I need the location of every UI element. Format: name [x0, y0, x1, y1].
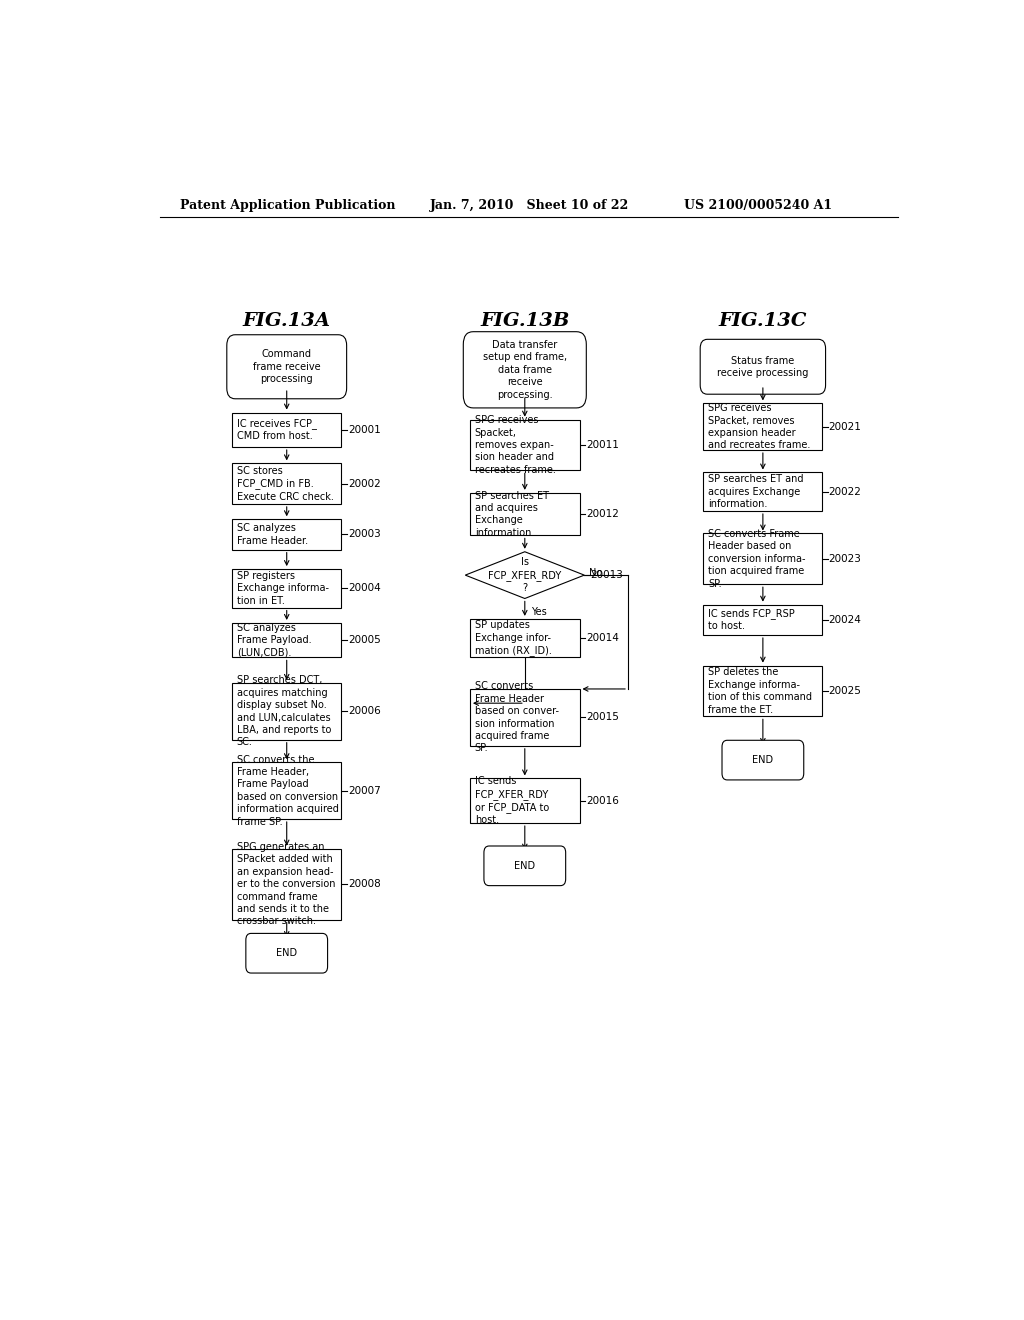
Text: 20016: 20016	[586, 796, 618, 805]
Text: 20011: 20011	[586, 440, 618, 450]
Text: SC converts Frame
Header based on
conversion informa-
tion acquired frame
SP.: SC converts Frame Header based on conver…	[709, 529, 806, 589]
Text: No: No	[589, 568, 602, 578]
Bar	[470, 619, 580, 657]
Text: FIG.13A: FIG.13A	[243, 312, 331, 330]
Text: IC sends FCP_RSP
to host.: IC sends FCP_RSP to host.	[709, 609, 795, 631]
Text: SPG receives
Spacket,
removes expan-
sion header and
recreates frame.: SPG receives Spacket, removes expan- sio…	[475, 416, 556, 475]
Text: 20013: 20013	[591, 570, 624, 579]
FancyBboxPatch shape	[484, 846, 565, 886]
Text: FIG.13B: FIG.13B	[480, 312, 569, 330]
Bar	[703, 473, 822, 511]
Text: 20023: 20023	[828, 554, 861, 564]
Text: SP searches ET
and acquires
Exchange
information.: SP searches ET and acquires Exchange inf…	[475, 491, 549, 537]
Bar	[232, 569, 341, 607]
Text: END: END	[514, 861, 536, 871]
Text: 20001: 20001	[348, 425, 381, 434]
Text: END: END	[276, 948, 297, 958]
Text: Yes: Yes	[531, 607, 547, 616]
Bar	[232, 519, 341, 549]
FancyBboxPatch shape	[722, 741, 804, 780]
Bar	[232, 682, 341, 739]
Text: SC analyzes
Frame Header.: SC analyzes Frame Header.	[237, 523, 308, 545]
Polygon shape	[465, 552, 585, 598]
Text: 20025: 20025	[828, 686, 861, 696]
Text: 20004: 20004	[348, 583, 381, 593]
Text: 20007: 20007	[348, 785, 381, 796]
Bar	[232, 849, 341, 920]
Text: 20003: 20003	[348, 529, 381, 540]
Text: SP deletes the
Exchange informa-
tion of this command
frame the ET.: SP deletes the Exchange informa- tion of…	[709, 668, 812, 714]
Bar	[703, 605, 822, 635]
Text: Jan. 7, 2010   Sheet 10 of 22: Jan. 7, 2010 Sheet 10 of 22	[430, 198, 629, 211]
Text: Data transfer
setup end frame,
data frame
receive
processing.: Data transfer setup end frame, data fram…	[482, 341, 567, 400]
Text: 20024: 20024	[828, 615, 861, 624]
Bar	[232, 463, 341, 504]
Text: 20012: 20012	[586, 510, 618, 519]
Text: SP registers
Exchange informa-
tion in ET.: SP registers Exchange informa- tion in E…	[237, 572, 329, 606]
Text: SPG receives
SPacket, removes
expansion header
and recreates frame.: SPG receives SPacket, removes expansion …	[709, 403, 811, 450]
Bar	[703, 533, 822, 585]
Text: Patent Application Publication: Patent Application Publication	[179, 198, 395, 211]
Text: SP searches ET and
acquires Exchange
information.: SP searches ET and acquires Exchange inf…	[709, 474, 804, 510]
Text: END: END	[753, 755, 773, 766]
Bar	[470, 689, 580, 746]
FancyBboxPatch shape	[700, 339, 825, 395]
Text: SP searches DCT,
acquires matching
display subset No.
and LUN,calculates
LBA, an: SP searches DCT, acquires matching displ…	[237, 676, 331, 747]
Text: Is
FCP_XFER_RDY
?: Is FCP_XFER_RDY ?	[488, 557, 561, 593]
Text: 20006: 20006	[348, 706, 381, 717]
Text: 20015: 20015	[586, 713, 618, 722]
Text: Command
frame receive
processing: Command frame receive processing	[253, 350, 321, 384]
Text: 20021: 20021	[828, 421, 861, 432]
Text: IC receives FCP_
CMD from host.: IC receives FCP_ CMD from host.	[237, 418, 316, 441]
Text: SC converts
Frame Header
based on conver-
sion information
acquired frame
SP.: SC converts Frame Header based on conver…	[475, 681, 559, 754]
Bar	[703, 665, 822, 717]
Bar	[470, 779, 580, 824]
Text: 20022: 20022	[828, 487, 861, 496]
Text: FIG.13C: FIG.13C	[719, 312, 807, 330]
Bar	[470, 420, 580, 470]
Text: SC analyzes
Frame Payload.
(LUN,CDB).: SC analyzes Frame Payload. (LUN,CDB).	[237, 623, 311, 657]
Bar	[232, 762, 341, 818]
Bar	[232, 413, 341, 447]
Text: SC converts the
Frame Header,
Frame Payload
based on conversion
information acqu: SC converts the Frame Header, Frame Payl…	[237, 755, 339, 826]
Text: 20014: 20014	[586, 634, 618, 643]
Text: 20002: 20002	[348, 479, 381, 488]
FancyBboxPatch shape	[463, 331, 587, 408]
Bar	[232, 623, 341, 657]
FancyBboxPatch shape	[246, 933, 328, 973]
Bar	[703, 404, 822, 450]
Text: SPG generates an
SPacket added with
an expansion head-
er to the conversion
comm: SPG generates an SPacket added with an e…	[237, 842, 335, 927]
Text: IC sends
FCP_XFER_RDY
or FCP_DATA to
host.: IC sends FCP_XFER_RDY or FCP_DATA to hos…	[475, 776, 549, 825]
Text: Status frame
receive processing: Status frame receive processing	[717, 355, 809, 378]
Text: 20008: 20008	[348, 879, 381, 890]
FancyBboxPatch shape	[226, 335, 347, 399]
Bar	[470, 492, 580, 536]
Text: SC stores
FCP_CMD in FB.
Execute CRC check.: SC stores FCP_CMD in FB. Execute CRC che…	[237, 466, 334, 502]
Text: 20005: 20005	[348, 635, 381, 645]
Text: US 2100/0005240 A1: US 2100/0005240 A1	[684, 198, 831, 211]
Text: SP updates
Exchange infor-
mation (RX_ID).: SP updates Exchange infor- mation (RX_ID…	[475, 620, 552, 656]
